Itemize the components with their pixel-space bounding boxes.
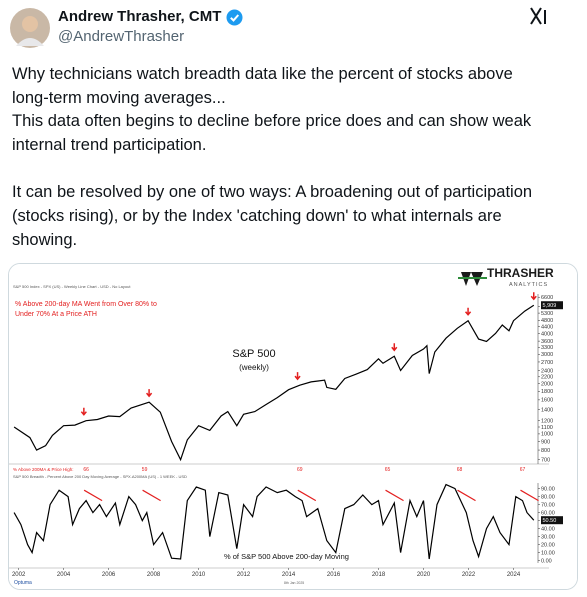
y-tick-label: 4800	[541, 318, 553, 324]
y-tick-label: 700	[541, 458, 550, 464]
y-tick-label: 4400	[541, 324, 553, 330]
y-tick-label: 90.00	[541, 486, 555, 492]
logo-mark	[461, 272, 483, 286]
x-tick-label: 2002	[12, 572, 26, 578]
y-tick-label: 1100	[541, 425, 553, 431]
tweet-text-line: Why technicians watch breadth data like …	[12, 65, 513, 83]
series-line	[13, 483, 535, 560]
y-tick-label: 900	[541, 439, 550, 445]
tweet-text-line: long-term moving averages...	[12, 89, 226, 107]
tweet-text-line: internal trend participation.	[12, 136, 207, 154]
y-tick-label: 40.00	[541, 526, 555, 532]
y-tick-label: 6600	[541, 295, 553, 301]
trend-line	[83, 489, 103, 502]
y-tick-label: 2200	[541, 375, 553, 381]
x-tick-label: 2020	[417, 572, 431, 578]
price-annotation: % Above 200-day MA Went from Over 80% to…	[15, 301, 157, 318]
x-tick-label: 2024	[507, 572, 521, 578]
chart-header: S&P 500 Index - SPX (US) - Weekly Line C…	[13, 284, 131, 289]
peak-arrow	[146, 389, 153, 398]
chart-header: S&P 500 Breadth - Percent Above 200 Day …	[13, 474, 187, 479]
date: 8th Jan 2025	[284, 581, 304, 585]
author-handle[interactable]: @AndrewThrasher	[58, 28, 185, 45]
tweet-text-line: This data often begins to decline before…	[12, 112, 532, 130]
y-tick-label: 1200	[541, 418, 553, 424]
chart-title: % of S&P 500 Above 200-day Moving	[224, 552, 349, 561]
trend-line	[385, 489, 404, 502]
annotation-label: 59	[142, 467, 148, 473]
x-tick-label: 2022	[462, 572, 476, 578]
chart-title: S&P 500	[232, 348, 275, 360]
tweet-text-line: showing.	[12, 231, 78, 249]
x-tick-label: 2004	[57, 572, 71, 578]
annotation-label: 68	[457, 467, 463, 473]
y-tick-label: 4000	[541, 331, 553, 337]
x-tick-label: 2006	[102, 572, 116, 578]
chart: THRASHER ANALYTICS S&P 500 Index - SPX (…	[9, 264, 577, 589]
chart-image[interactable]: THRASHER ANALYTICS S&P 500 Index - SPX (…	[8, 263, 578, 590]
y-tick-label: 3600	[541, 339, 553, 345]
y-tick-label: 2700	[541, 360, 553, 366]
y-tick-label: 30.00	[541, 534, 555, 540]
y-tick-label: 0.00	[541, 558, 552, 564]
annotation-label: 67	[520, 467, 526, 473]
source: Optuma	[14, 580, 32, 586]
current-value-label: 50.50	[543, 518, 557, 524]
y-tick-label: 20.00	[541, 542, 555, 548]
peak-arrow	[464, 307, 472, 316]
current-value-label: 5,909	[543, 303, 557, 309]
chart-subtitle: (weekly)	[239, 363, 269, 372]
peak-arrow	[391, 343, 398, 352]
peak-arrow	[294, 372, 301, 381]
y-tick-label: 1000	[541, 432, 553, 438]
tweet-text-line: It can be resolved by one of two ways: A…	[12, 183, 533, 201]
x-tick-label: 2012	[237, 572, 251, 578]
current-value-box	[541, 516, 563, 525]
y-tick-label: 5300	[541, 311, 553, 317]
annotation-box: % Above 200-day MA Went from Over 80% to…	[15, 301, 157, 318]
y-tick-label: 3000	[541, 352, 553, 358]
y-tick-label: 80.00	[541, 494, 555, 500]
y-tick-label: 800	[541, 448, 550, 454]
current-value-box	[541, 301, 563, 310]
x-tick-label: 2016	[327, 572, 341, 578]
y-tick-label: 60.00	[541, 510, 555, 516]
y-tick-label: 10.00	[541, 550, 555, 556]
y-tick-label: 1800	[541, 389, 553, 395]
tweet-text-line: (stocks rising), or by the Index 'catchi…	[12, 207, 502, 225]
trend-line	[457, 489, 476, 502]
annotation-title: % Above 200MA & Price High:	[13, 467, 74, 472]
x-tick-label: 2008	[147, 572, 161, 578]
y-tick-label: 2400	[541, 368, 553, 374]
trend-line	[520, 489, 539, 502]
y-tick-label: 3300	[541, 345, 553, 351]
annotation-label: 66	[83, 467, 89, 473]
trend-line	[142, 489, 161, 502]
annotation-label: 65	[385, 467, 391, 473]
peak-arrow	[530, 292, 537, 301]
x-logo[interactable]	[529, 6, 551, 26]
logo-text: THRASHER	[487, 266, 554, 280]
verified-badge	[226, 9, 243, 26]
series-line	[13, 304, 535, 462]
y-tick-label: 1400	[541, 407, 553, 413]
logo-subtext: ANALYTICS	[509, 282, 548, 288]
avatar[interactable]	[10, 8, 50, 48]
y-tick-label: 2000	[541, 381, 553, 387]
y-tick-label: 70.00	[541, 502, 555, 508]
x-tick-label: 2010	[192, 572, 206, 578]
x-tick-label: 2018	[372, 572, 386, 578]
trend-line	[297, 489, 317, 502]
author-name[interactable]: Andrew Thrasher, CMT	[58, 8, 222, 25]
y-tick-label: 1600	[541, 398, 553, 404]
peak-arrow	[80, 407, 87, 416]
x-tick-label: 2014	[282, 572, 296, 578]
annotation-label: 69	[297, 467, 303, 473]
